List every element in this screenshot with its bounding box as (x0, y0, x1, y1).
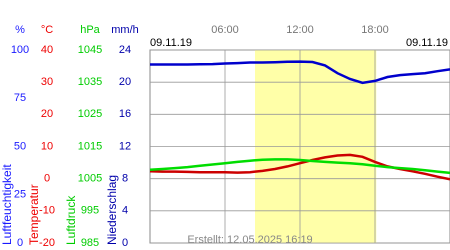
y-tick-label: 40 (41, 44, 53, 56)
y-tick-label: -10 (39, 205, 55, 217)
axis-title: Niederschlag (105, 175, 119, 245)
y-tick-label: 25 (14, 189, 26, 201)
y-tick-label: 985 (81, 237, 99, 249)
y-tick-label: 1015 (78, 140, 102, 152)
y-tick-label: 1005 (78, 173, 102, 185)
y-tick-label: 0 (44, 173, 50, 185)
y-tick-label: 24 (119, 44, 131, 56)
y-tick-label: 4 (122, 205, 128, 217)
axis-unit: hPa (80, 24, 100, 36)
y-tick-label: 75 (14, 92, 26, 104)
y-tick-label: 0 (122, 237, 128, 249)
y-tick-label: 20 (41, 108, 53, 120)
date-left: 09.11.19 (150, 37, 192, 49)
y-tick-label: 16 (119, 108, 131, 120)
axis-unit: % (15, 24, 25, 36)
y-tick-label: 1045 (78, 44, 102, 56)
x-tick-label: 06:00 (211, 24, 239, 36)
data-line (149, 158, 450, 175)
y-tick-label: 50 (14, 140, 26, 152)
footer: Erstellt: 12.05.2025 16:19 (187, 234, 312, 246)
date-right: 09.11.19 (406, 37, 448, 49)
y-tick-label: 8 (122, 173, 128, 185)
axis-unit: mm/h (111, 24, 139, 36)
x-tick-label: 12:00 (286, 24, 314, 36)
y-tick-label: 1035 (78, 76, 102, 88)
data-line (150, 60, 450, 85)
y-tick-label: 1025 (78, 108, 102, 120)
axis-unit: °C (41, 24, 53, 36)
y-tick-label: 995 (81, 205, 99, 217)
axis-title: Temperatur (27, 184, 41, 245)
y-tick-label: 10 (41, 140, 53, 152)
x-tick-label: 18:00 (361, 24, 389, 36)
y-tick-label: 20 (119, 76, 131, 88)
y-tick-label: 0 (17, 237, 23, 249)
y-tick-label: 30 (41, 76, 53, 88)
y-tick-label: 12 (119, 140, 131, 152)
y-tick-label: -20 (39, 237, 55, 249)
axis-title: Luftdruck (64, 195, 78, 245)
y-tick-label: 100 (11, 44, 29, 56)
axis-title: Luftfeuchtigkeit (0, 164, 14, 245)
